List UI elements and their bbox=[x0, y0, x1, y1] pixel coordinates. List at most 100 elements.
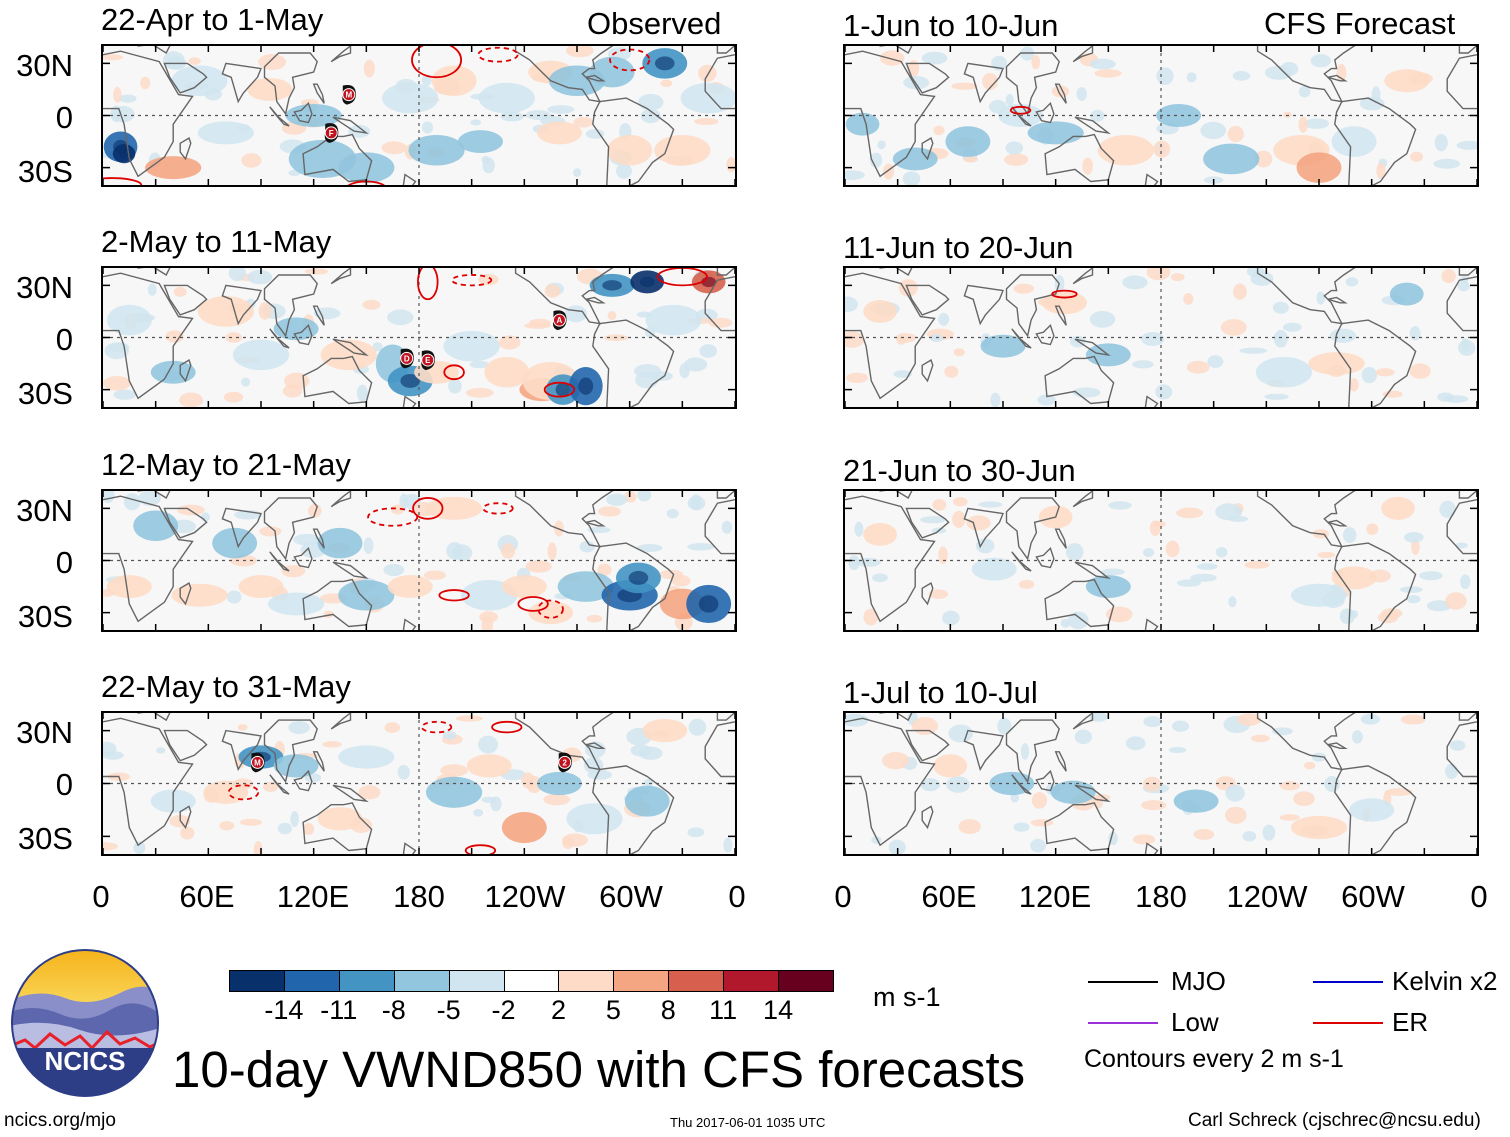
anomaly-patch bbox=[920, 516, 946, 524]
anomaly-blob bbox=[680, 82, 735, 114]
coastline bbox=[1035, 547, 1055, 569]
anomaly-core bbox=[555, 382, 571, 397]
coastline bbox=[963, 62, 1004, 104]
forecast-map-panel-1 bbox=[843, 44, 1479, 187]
coastline bbox=[963, 284, 1004, 326]
anomaly-blob bbox=[387, 575, 433, 599]
anomaly-core bbox=[628, 570, 649, 585]
colorbar-swatch bbox=[338, 970, 395, 992]
anomaly-patch bbox=[882, 751, 910, 770]
ytick-30s: 30S bbox=[17, 599, 73, 634]
obs-panel-4-title: 22-May to 31-May bbox=[101, 669, 351, 704]
anomaly-patch bbox=[854, 521, 864, 537]
anomaly-patch bbox=[978, 501, 1003, 508]
anomaly-patch bbox=[1004, 153, 1029, 166]
storm-label: E bbox=[425, 356, 431, 365]
anomaly-patch bbox=[1254, 150, 1273, 168]
ytick-0: 0 bbox=[55, 767, 73, 802]
anomaly-blob bbox=[106, 304, 152, 336]
fc-panel-3-title: 21-Jun to 30-Jun bbox=[843, 453, 1076, 488]
anomaly-patch bbox=[465, 387, 494, 398]
anomaly-patch bbox=[1170, 273, 1185, 282]
coastline bbox=[1256, 268, 1356, 325]
anomaly-patch bbox=[888, 839, 906, 854]
xtick-label: 0 bbox=[834, 879, 852, 914]
anomaly-patch bbox=[946, 776, 971, 793]
anomaly-patch bbox=[1143, 716, 1162, 728]
anomaly-patch bbox=[478, 735, 499, 754]
coastline bbox=[263, 274, 318, 338]
coastline bbox=[1458, 46, 1477, 54]
anomaly-blob bbox=[1173, 789, 1219, 813]
anomaly-patch bbox=[302, 822, 315, 836]
coastline bbox=[585, 742, 606, 749]
anomaly-patch bbox=[1444, 763, 1459, 780]
anomaly-blob bbox=[1296, 152, 1342, 183]
coastline bbox=[221, 62, 262, 104]
anomaly-patch bbox=[481, 616, 494, 630]
colorbar-level-label: -8 bbox=[381, 995, 406, 1025]
ytick-30s: 30S bbox=[17, 154, 73, 189]
coastline bbox=[963, 507, 1004, 549]
anomaly-blob bbox=[607, 134, 653, 166]
anomaly-blob bbox=[317, 527, 363, 559]
anomaly-blob bbox=[1041, 291, 1087, 315]
anomaly-patch bbox=[942, 610, 960, 626]
anomaly-blob bbox=[426, 776, 483, 808]
fc-panel-1-title: 1-Jun to 10-Jun bbox=[843, 8, 1059, 43]
coastline bbox=[312, 83, 325, 104]
anomaly-patch bbox=[1434, 133, 1448, 152]
anomaly-patch bbox=[845, 296, 858, 312]
anomaly-patch bbox=[679, 362, 690, 379]
anomaly-patch bbox=[1030, 838, 1046, 853]
storm-dot bbox=[250, 755, 264, 769]
coastline bbox=[332, 561, 369, 579]
coastline bbox=[1044, 578, 1115, 628]
coastline bbox=[263, 719, 318, 784]
er-contour bbox=[438, 589, 470, 602]
anomaly-patch bbox=[635, 371, 659, 389]
anomaly-patch bbox=[966, 515, 991, 531]
coastline bbox=[716, 46, 735, 54]
storm-label: M bbox=[345, 91, 352, 100]
coastline bbox=[905, 729, 950, 762]
coastline bbox=[269, 328, 290, 349]
coastline bbox=[263, 52, 318, 116]
er-contour bbox=[656, 268, 708, 287]
anomaly-patch bbox=[953, 348, 965, 357]
url-link[interactable]: ncics.org/mjo bbox=[4, 1110, 116, 1131]
anomaly-patch bbox=[362, 299, 381, 310]
anomaly-patch bbox=[1237, 713, 1262, 726]
anomaly-patch bbox=[587, 769, 612, 780]
anomaly-patch bbox=[455, 715, 483, 722]
anomaly-patch bbox=[1067, 611, 1089, 630]
colorbar-labels: -14 -11 -8 -5 -2 2 5 8 11 14 bbox=[229, 995, 833, 1027]
observed-header: Observed bbox=[587, 6, 722, 41]
anomaly-patch bbox=[1227, 125, 1244, 143]
xtick-label: 180 bbox=[393, 879, 445, 914]
anomaly-patch bbox=[638, 93, 664, 111]
anomaly-patch bbox=[1279, 781, 1300, 791]
colorbar-level-label: -2 bbox=[491, 995, 516, 1025]
anomaly-patch bbox=[660, 79, 673, 88]
anomaly-patch bbox=[1282, 322, 1302, 332]
coastline bbox=[1054, 751, 1067, 772]
colorbar-swatch bbox=[613, 970, 670, 992]
anomaly-patch bbox=[1200, 121, 1227, 140]
er-contour bbox=[477, 46, 519, 63]
coastline bbox=[585, 74, 606, 82]
anomaly-patch bbox=[911, 717, 939, 736]
anomaly-blob bbox=[443, 330, 500, 362]
anomaly-patch bbox=[1074, 729, 1093, 745]
anomaly-patch bbox=[1171, 720, 1190, 732]
colorbar-swatch bbox=[668, 970, 725, 992]
coastline bbox=[302, 355, 373, 405]
anomaly-patch bbox=[281, 565, 306, 578]
anomaly-blob bbox=[1085, 575, 1131, 599]
anomaly-patch bbox=[1020, 743, 1030, 760]
xtick-label: 180 bbox=[1135, 879, 1187, 914]
anomaly-patch bbox=[1140, 800, 1167, 811]
anomaly-patch bbox=[1316, 291, 1326, 305]
legend-mjo-swatch bbox=[1088, 981, 1158, 983]
anomaly-patch bbox=[140, 76, 151, 90]
